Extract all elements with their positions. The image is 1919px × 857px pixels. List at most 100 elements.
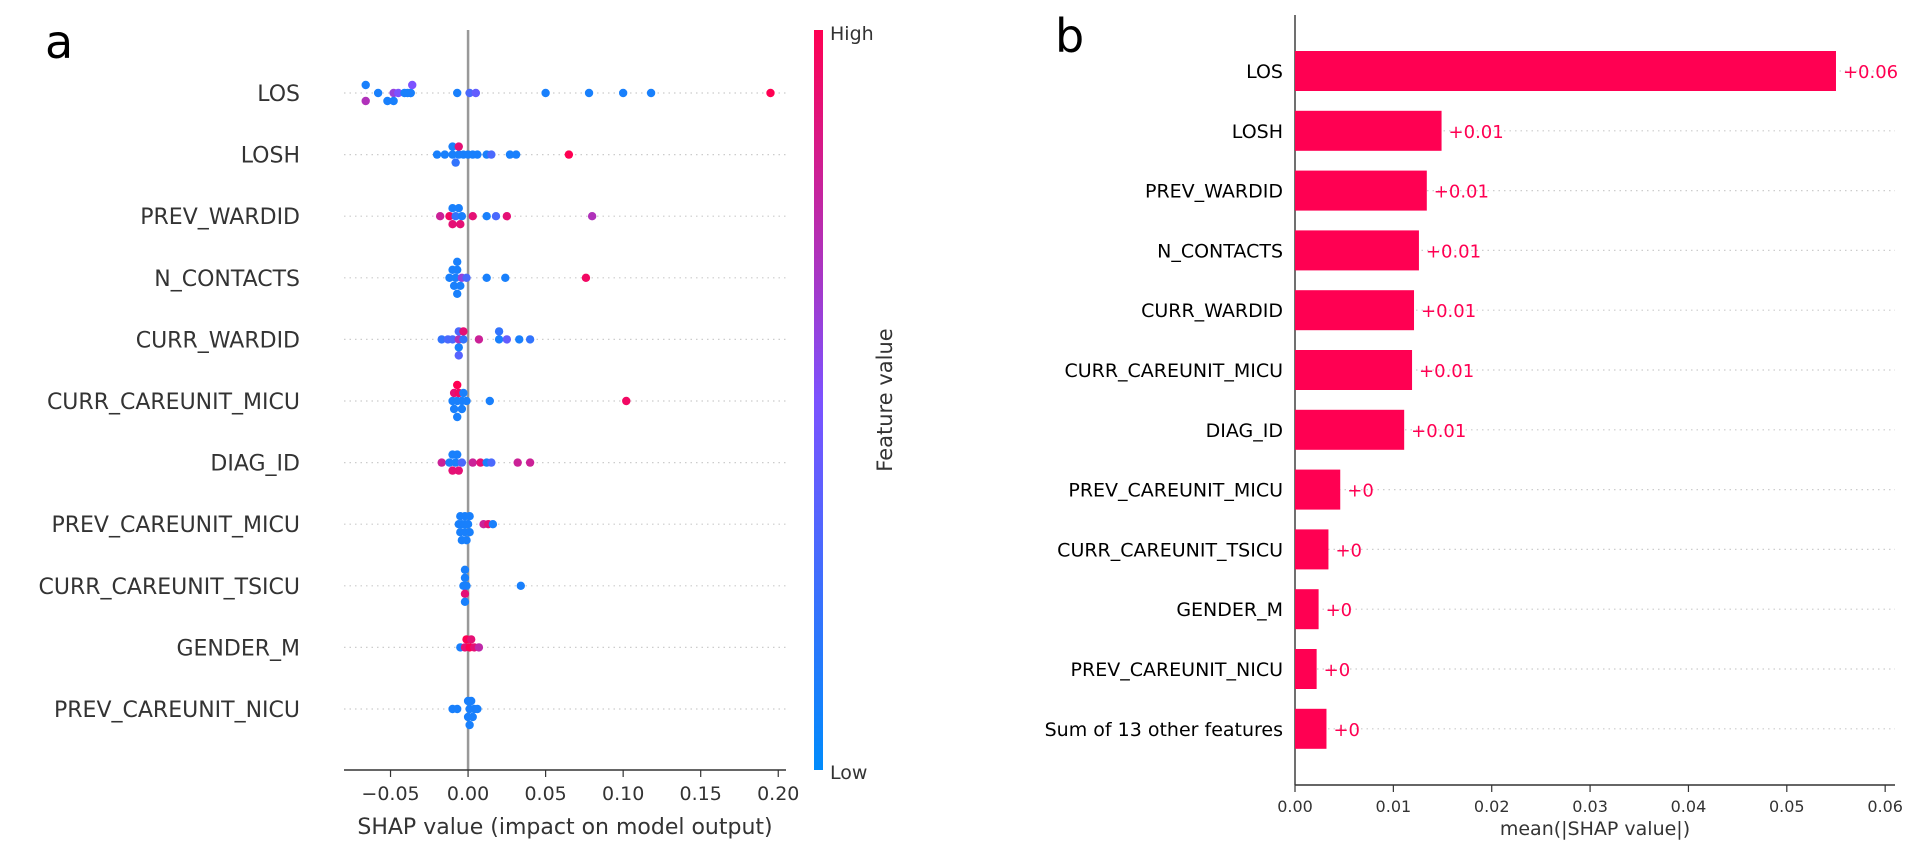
bar-prev-careunit-micu bbox=[1295, 469, 1341, 510]
colorbar-high-label: High bbox=[830, 23, 874, 45]
shap-point-prev-careunit-nicu bbox=[466, 696, 476, 706]
bar-prev-careunit-nicu bbox=[1295, 649, 1317, 689]
bar-value-labels: +0.06 +0.01 +0.01 +0.01 +0.01 +0.01 +0.01 +0 +0 +… bbox=[1324, 62, 1899, 741]
shap-point-los bbox=[373, 88, 383, 98]
x-tick-label: 0.02 bbox=[1474, 797, 1510, 816]
shap-point-prev-wardid bbox=[451, 212, 460, 221]
shap-point-n-contacts bbox=[453, 289, 462, 298]
shap-point-diag-id bbox=[448, 466, 457, 475]
category-label-losh: LOSH bbox=[1232, 121, 1283, 143]
beeswarm-gridlines bbox=[344, 92, 786, 710]
shap-point-diag-id bbox=[487, 458, 496, 467]
shap-point-curr-careunit-tsicu bbox=[460, 573, 470, 582]
shap-point-los bbox=[541, 88, 550, 98]
bar-prev-wardid bbox=[1295, 170, 1427, 211]
value-label-prev-careunit-nicu: +0 bbox=[1324, 660, 1351, 681]
shap-point-curr-careunit-micu bbox=[459, 388, 468, 398]
shap-point-diag-id bbox=[476, 458, 485, 467]
shap-point-prev-wardid bbox=[482, 212, 491, 221]
shap-point-n-contacts bbox=[453, 265, 462, 274]
category-label-curr-wardid: CURR_WARDID bbox=[1141, 300, 1283, 322]
shap-point-curr-careunit-micu bbox=[485, 396, 494, 406]
x-tick-label: 0.20 bbox=[757, 783, 799, 805]
beeswarm-feature-labels: LOS LOSH PREV_WARDID N_CONTACTS CURR_WARDID C… bbox=[39, 82, 300, 723]
shap-point-prev-careunit-nicu bbox=[453, 704, 462, 714]
shap-point-prev-wardid bbox=[587, 212, 597, 221]
shap-point-n-contacts bbox=[449, 281, 459, 290]
shap-point-los bbox=[383, 96, 392, 106]
bar-curr-careunit-tsicu bbox=[1295, 529, 1329, 570]
value-label-diag-id: +0.01 bbox=[1411, 421, 1466, 442]
shap-point-diag-id bbox=[454, 466, 463, 475]
bar-losh bbox=[1295, 110, 1442, 151]
shap-point-n-contacts bbox=[482, 273, 491, 282]
bar-curr-wardid bbox=[1295, 290, 1415, 331]
colorbar-title: Feature value bbox=[873, 328, 897, 471]
shap-point-diag-id bbox=[453, 450, 462, 459]
shap-point-curr-careunit-tsicu bbox=[462, 581, 471, 590]
value-label-curr-careunit-tsicu: +0 bbox=[1335, 540, 1362, 561]
shap-point-los bbox=[471, 88, 481, 98]
shap-point-los bbox=[361, 80, 370, 90]
feature-label-curr-careunit-tsicu: CURR_CAREUNIT_TSICU bbox=[39, 575, 300, 600]
shap-point-prev-wardid bbox=[454, 204, 463, 213]
shap-point-curr-wardid bbox=[437, 335, 446, 344]
bar-diag-id bbox=[1295, 409, 1405, 450]
shap-point-losh bbox=[505, 150, 515, 159]
shap-point-prev-wardid bbox=[491, 212, 501, 221]
value-label-gender-m: +0 bbox=[1326, 600, 1353, 621]
bar-series bbox=[1295, 51, 1836, 749]
shap-point-curr-wardid bbox=[454, 343, 463, 352]
shap-point-prev-wardid bbox=[457, 212, 467, 221]
shap-point-curr-wardid bbox=[454, 351, 463, 360]
shap-point-diag-id bbox=[513, 458, 522, 467]
feature-label-gender-m: GENDER_M bbox=[176, 636, 300, 661]
shap-point-losh bbox=[432, 150, 442, 159]
shap-point-curr-wardid bbox=[502, 335, 512, 344]
bar-x-ticks: 0.00 0.01 0.02 0.03 0.04 0.05 0.06 bbox=[1277, 785, 1903, 816]
x-tick-label: 0.15 bbox=[680, 783, 722, 805]
shap-point-los bbox=[406, 88, 415, 98]
bar-category-labels: LOS LOSH PREV_WARDID N_CONTACTS CURR_WARDID C… bbox=[1045, 61, 1283, 741]
feature-label-prev-careunit-nicu: PREV_CAREUNIT_NICU bbox=[54, 698, 300, 723]
beeswarm-points bbox=[361, 80, 775, 730]
bar-gender-m bbox=[1295, 589, 1319, 630]
shap-point-n-contacts bbox=[501, 273, 510, 282]
beeswarm-x-axis-label: SHAP value (impact on model output) bbox=[357, 815, 772, 840]
shap-point-prev-careunit-nicu bbox=[468, 712, 477, 722]
shap-point-prev-wardid bbox=[502, 212, 512, 221]
shap-point-losh bbox=[564, 150, 574, 159]
shap-point-los bbox=[766, 88, 775, 98]
shap-point-losh bbox=[511, 150, 521, 159]
feature-label-prev-wardid: PREV_WARDID bbox=[140, 205, 300, 230]
shap-point-losh bbox=[487, 150, 496, 159]
panel-letter-b: b bbox=[1055, 9, 1084, 63]
shap-point-prev-careunit-micu bbox=[465, 512, 474, 521]
x-tick-label: −0.05 bbox=[361, 783, 419, 805]
shap-point-diag-id bbox=[445, 458, 454, 467]
shap-point-curr-wardid bbox=[515, 335, 524, 344]
x-tick-label: 0.04 bbox=[1671, 797, 1707, 816]
shap-point-los bbox=[394, 88, 403, 98]
shap-point-los bbox=[646, 88, 656, 98]
bar-n-contacts bbox=[1295, 230, 1419, 271]
shap-point-curr-careunit-micu bbox=[462, 396, 471, 406]
shap-point-curr-wardid bbox=[459, 335, 468, 344]
shap-point-n-contacts bbox=[462, 273, 471, 282]
shap-point-n-contacts bbox=[456, 281, 465, 290]
feature-value-colorbar: High Low Feature value bbox=[814, 23, 897, 784]
x-tick-label: 0.06 bbox=[1867, 797, 1903, 816]
shap-point-prev-careunit-micu bbox=[463, 520, 473, 529]
value-label-prev-careunit-micu: +0 bbox=[1347, 481, 1374, 502]
shap-point-curr-careunit-tsicu bbox=[460, 565, 470, 574]
beeswarm-panel: LOS LOSH PREV_WARDID N_CONTACTS CURR_WARDID C… bbox=[39, 23, 897, 840]
shap-point-los bbox=[618, 88, 628, 98]
bar-x-axis-label: mean(|SHAP value|) bbox=[1500, 818, 1690, 840]
x-tick-label: 0.00 bbox=[447, 783, 489, 805]
x-tick-label: 0.03 bbox=[1572, 797, 1608, 816]
shap-point-los bbox=[361, 96, 370, 106]
bar-curr-careunit-micu bbox=[1295, 350, 1413, 390]
feature-label-los: LOS bbox=[257, 82, 300, 107]
shap-point-los bbox=[389, 96, 398, 106]
shap-point-gender-m bbox=[466, 635, 476, 644]
